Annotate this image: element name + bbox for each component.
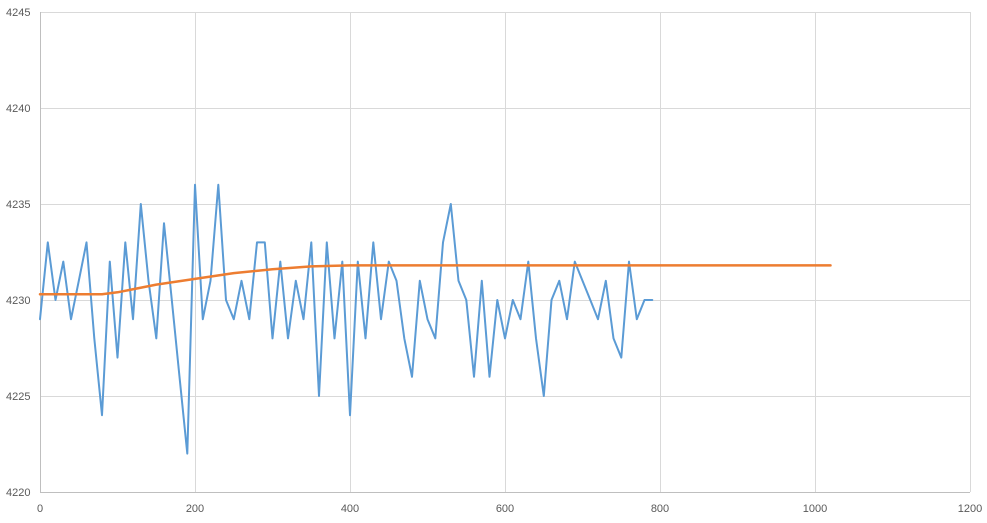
x-tick-label: 1000 [803,503,827,515]
y-tick-label: 4230 [6,295,30,307]
x-tick-label: 200 [186,503,204,515]
series-lines [38,183,832,455]
x-tick-labels: 0 200 400 600 800 1000 1200 [37,503,982,515]
x-tick-label: 400 [341,503,359,515]
axes [40,12,970,493]
x-tick-label: 600 [496,503,514,515]
y-tick-label: 4220 [6,487,30,499]
series-line-2 [38,264,832,296]
x-tick-label: 800 [651,503,669,515]
y-tick-label: 4245 [6,7,30,19]
gridlines [40,12,971,492]
y-tick-label: 4240 [6,103,30,115]
series-line-1 [39,183,654,455]
x-tick-label: 1200 [958,503,982,515]
y-tick-labels: 4220 4225 4230 4235 4240 4245 [6,7,30,499]
x-tick-label: 0 [37,503,43,515]
y-tick-label: 4225 [6,391,30,403]
y-tick-label: 4235 [6,199,30,211]
